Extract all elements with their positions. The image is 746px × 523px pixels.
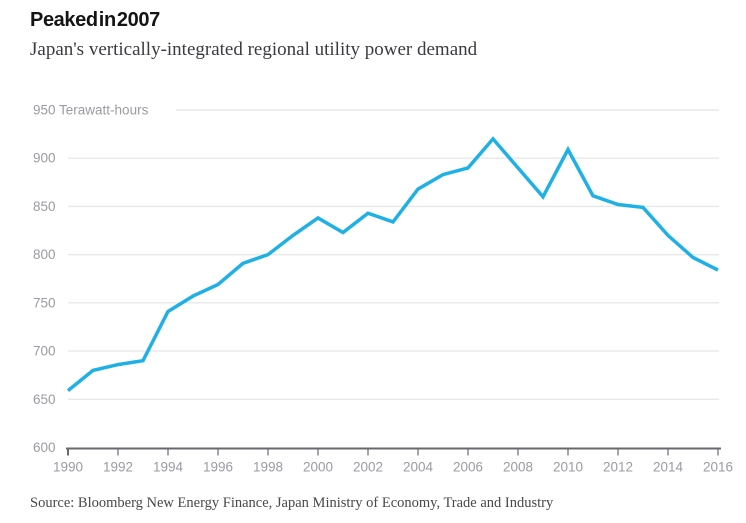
x-tick-label-1990: 1990 [53,460,83,475]
x-tick-label-2004: 2004 [403,460,434,475]
source-attribution: Source: Bloomberg New Energy Finance, Ja… [30,495,554,511]
y-tick-label-600: 600 [33,440,56,455]
power-demand-line [66,136,719,392]
y-tick-label-950: 950 Terawatt-hours [33,103,149,118]
y-tick-label-750: 750 [33,295,56,310]
x-tick-label-2012: 2012 [603,460,633,475]
y-tick-label-650: 650 [33,392,56,407]
chart-subtitle: Japan's vertically-integrated regional u… [30,39,478,60]
x-tick-label-2008: 2008 [503,460,533,475]
x-tick-label-2002: 2002 [353,460,383,475]
chart-title: Peaked in 2007 [30,9,160,31]
x-tick-label-2016: 2016 [703,460,733,475]
x-tick-label-1996: 1996 [203,460,233,475]
x-tick-label-1998: 1998 [253,460,283,475]
x-tick-label-2000: 2000 [303,460,333,475]
x-tick-label-2010: 2010 [553,460,583,475]
x-tick-label-1994: 1994 [153,460,184,475]
y-tick-label-900: 900 [33,151,56,166]
x-tick-label-1992: 1992 [103,460,133,475]
y-tick-label-800: 800 [33,247,56,262]
x-tick-label-2006: 2006 [453,460,483,475]
x-tick-label-2014: 2014 [653,460,684,475]
y-tick-label-700: 700 [33,344,56,359]
y-tick-label-850: 850 [33,199,56,214]
